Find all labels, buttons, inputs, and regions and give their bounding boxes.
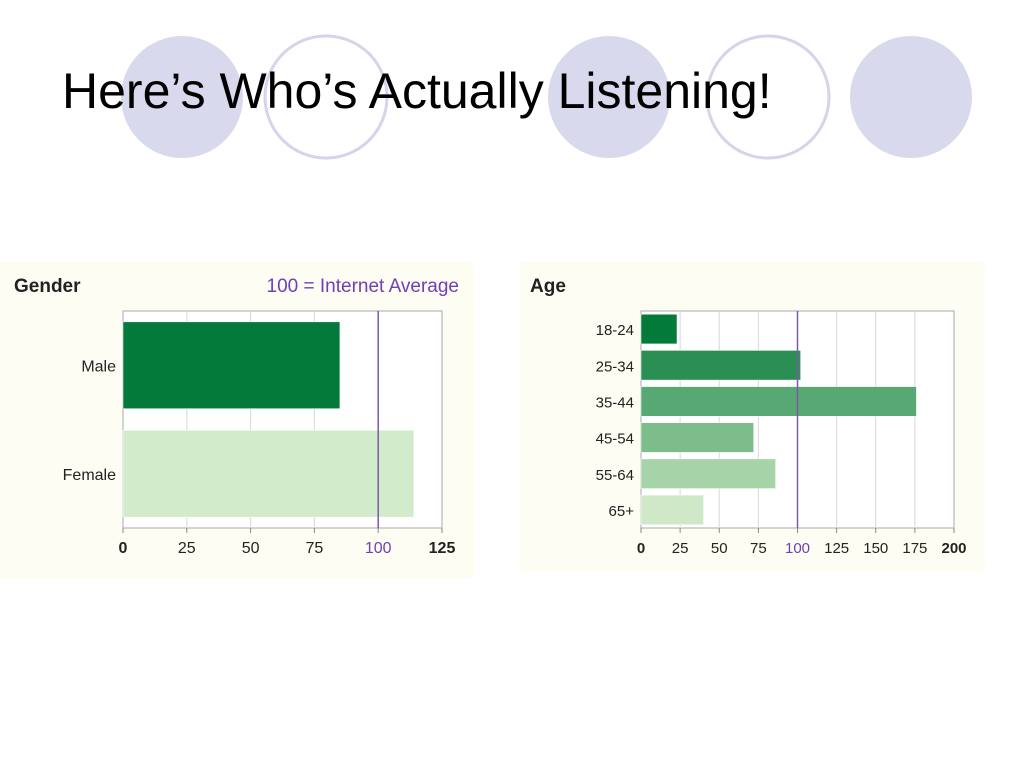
circle-5 — [850, 36, 972, 158]
age-chart: Age 18-24 25-34 35-44 45-54 55-64 65+ 0 25 50 75 10… — [520, 262, 985, 572]
chart-title: Age — [530, 276, 566, 297]
circle-2 — [263, 34, 389, 160]
category-label: Female — [63, 467, 116, 484]
category-label: Male — [81, 358, 116, 375]
gender-chart-svg: Gender 100 = Internet Average Male Female 0 2… — [0, 262, 474, 578]
tick-label: 25 — [178, 540, 196, 557]
bar-female — [122, 430, 415, 518]
tick-label: 50 — [242, 540, 260, 557]
category-label: 35-44 — [596, 394, 634, 411]
bar-55-64 — [640, 458, 776, 489]
slide-title: Here’s Who’s Actually Listening! — [62, 63, 772, 119]
tick-label: 50 — [711, 540, 728, 557]
bar-18-24 — [640, 314, 678, 345]
tick-label: 75 — [750, 540, 767, 557]
category-label: 25-34 — [596, 358, 634, 375]
circle-1 — [121, 36, 243, 158]
gender-chart: Gender 100 = Internet Average Male Female 0 2… — [0, 262, 474, 578]
tick-label: 100 — [785, 540, 810, 557]
tick-label: 125 — [824, 540, 849, 557]
bar-male — [122, 321, 341, 409]
bar-35-44 — [640, 386, 917, 417]
tick-label: 150 — [863, 540, 888, 557]
tick-label: 200 — [941, 540, 966, 557]
chart-title: Gender — [14, 276, 81, 297]
bar-65 — [640, 494, 704, 525]
chart-annotation: 100 = Internet Average — [267, 276, 459, 297]
tick-label: 100 — [365, 540, 392, 557]
bar-45-54 — [640, 422, 754, 453]
tick-label: 75 — [306, 540, 324, 557]
circle-4 — [705, 34, 831, 160]
bar-25-34 — [640, 350, 801, 381]
category-label: 65+ — [609, 503, 635, 520]
tick-label: 175 — [902, 540, 927, 557]
tick-label: 0 — [119, 540, 128, 557]
category-label: 45-54 — [596, 431, 634, 448]
tick-label: 125 — [429, 540, 456, 557]
tick-label: 0 — [637, 540, 645, 557]
decorative-circles — [121, 34, 972, 160]
tick-label: 25 — [672, 540, 689, 557]
category-label: 18-24 — [596, 322, 634, 339]
category-label: 55-64 — [596, 467, 634, 484]
age-chart-svg: Age 18-24 25-34 35-44 45-54 55-64 65+ 0 25 50 75 10… — [520, 262, 985, 572]
circle-3 — [548, 36, 670, 158]
